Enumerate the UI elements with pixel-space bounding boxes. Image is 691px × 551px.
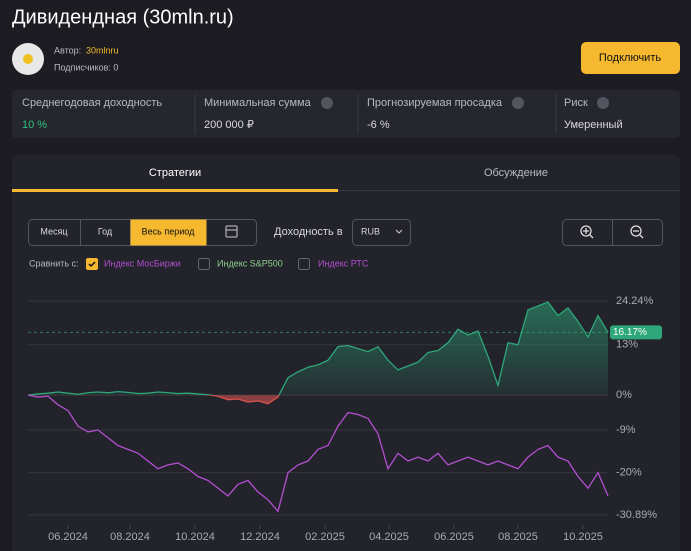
period-button[interactable]: Год <box>98 226 113 236</box>
select-caret <box>395 229 403 234</box>
line-positive <box>27 301 609 396</box>
y-tick-label: -30.89% <box>616 509 657 521</box>
chart: 24.24% 13% 0% -9% -20% -30.89% 06.2024 08.2024 1… <box>27 295 662 543</box>
tab[interactable]: Обсуждение <box>484 167 548 179</box>
x-tick-label: 06.2025 <box>434 531 474 543</box>
stat-label: Минимальная сумма <box>204 97 312 109</box>
subscribers: Подписчиков: 0 <box>54 62 118 72</box>
line <box>27 394 609 513</box>
currency-value[interactable]: RUB <box>361 226 380 236</box>
legend-entry[interactable]: Индекс МосБиржи <box>104 258 181 268</box>
check-mark <box>88 261 96 268</box>
x-tick-label: 10.2024 <box>175 531 215 543</box>
zoom-group <box>562 219 663 246</box>
checkbox[interactable] <box>198 258 210 270</box>
tab-indicator <box>12 189 338 192</box>
currency-select[interactable] <box>352 219 411 246</box>
avatar-center <box>23 54 33 64</box>
stat-value: 200 000 ₽ <box>204 119 254 131</box>
period-button-active[interactable]: Весь период <box>142 226 195 236</box>
compare-option[interactable]: Индекс РТС <box>318 258 369 268</box>
checkbox[interactable] <box>298 258 310 270</box>
compare-label: Сравнить с: <box>29 258 79 268</box>
stat-label: Прогнозируемая просадка <box>367 97 503 109</box>
x-tick-label: 08.2025 <box>498 531 538 543</box>
info-icons <box>321 97 609 109</box>
x-tick-label: 12.2024 <box>240 531 280 543</box>
stat-value: 10 % <box>22 119 47 131</box>
x-tick-label: 10.2025 <box>563 531 603 543</box>
stat-label: Риск <box>564 97 588 109</box>
x-tick-label: 08.2024 <box>110 531 150 543</box>
author-label: Автор: <box>54 45 81 55</box>
stat-value: Умеренный <box>564 119 623 131</box>
calendar-button[interactable] <box>225 225 238 238</box>
author-link[interactable]: 30mlnru <box>86 45 119 55</box>
connect-button[interactable] <box>581 42 680 74</box>
y-tick-label: 13% <box>616 339 638 351</box>
x-tick-label: 02.2025 <box>305 531 345 543</box>
compare-option[interactable]: Индекс S&P500 <box>217 258 283 268</box>
y-tick-label: 0% <box>616 389 632 401</box>
tab-baseline <box>338 190 680 191</box>
page-title: Дивидендная (30mln.ru) <box>12 6 234 28</box>
x-tick-label: 06.2024 <box>48 531 88 543</box>
info-icon[interactable] <box>512 97 524 109</box>
info-icon[interactable] <box>597 97 609 109</box>
zoom-in[interactable] <box>580 225 594 239</box>
y-tick-label: -20% <box>616 467 642 479</box>
stat-value: -6 % <box>367 119 390 131</box>
y-tick-label: 24.24% <box>616 295 654 307</box>
y-tick-label: -9% <box>616 424 636 436</box>
period-button[interactable]: Месяц <box>40 226 67 236</box>
last-value-label: 16.17% <box>613 327 647 338</box>
area-positive <box>28 302 608 396</box>
tab-active[interactable]: Стратегии <box>149 167 201 179</box>
zoom-out[interactable] <box>630 225 644 239</box>
x-tick-label: 04.2025 <box>369 531 409 543</box>
info-icon[interactable] <box>321 97 333 109</box>
currency-label: Доходность в <box>274 226 343 238</box>
period-active-bg <box>130 219 207 246</box>
connect-button-label[interactable]: Подключить <box>599 52 661 64</box>
last-value-badge <box>610 325 662 340</box>
stat-label: Среднегодовая доходность <box>22 97 162 109</box>
